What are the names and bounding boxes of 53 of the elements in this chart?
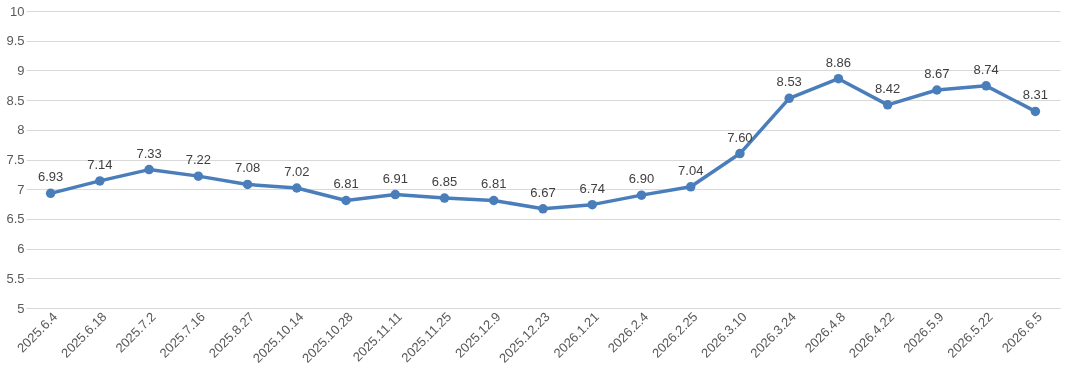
point: [1030, 106, 1041, 117]
data-label: 7.22: [185, 152, 211, 168]
y-tick-label: 8.5: [6, 92, 25, 108]
data-label: 8.74: [973, 61, 999, 77]
y-tick-label: 9: [17, 62, 25, 78]
data-label: 6.81: [333, 176, 359, 192]
point: [45, 188, 56, 199]
point: [636, 190, 647, 200]
data-label: 8.42: [875, 80, 901, 96]
point: [784, 93, 794, 104]
y-tick-label: 7: [17, 181, 25, 197]
y-tick-label: 9.5: [6, 33, 25, 49]
data-label: 8.53: [776, 74, 802, 90]
data-label: 7.04: [678, 162, 704, 178]
data-label: 6.67: [530, 184, 556, 200]
data-label: 7.08: [234, 160, 261, 176]
data-label: 7.60: [727, 129, 753, 145]
point: [439, 193, 450, 203]
point: [292, 183, 302, 193]
point: [932, 85, 942, 95]
data-label: 7.02: [284, 164, 310, 180]
point: [242, 179, 253, 190]
data-label: 6.81: [481, 176, 507, 192]
y-tick-label: 8: [17, 122, 25, 138]
point: [685, 182, 696, 192]
y-tick-label: 10: [10, 3, 25, 19]
point: [489, 195, 499, 206]
y-tick-label: 5.5: [6, 270, 25, 286]
data-label: 6.93: [37, 169, 64, 185]
point: [981, 81, 991, 91]
data-label: 8.31: [1022, 87, 1049, 103]
point: [390, 189, 401, 200]
point: [882, 100, 893, 110]
data-label: 8.86: [825, 54, 852, 70]
y-tick-label: 7.5: [6, 152, 25, 167]
point: [538, 204, 548, 214]
y-tick-label: 6: [17, 241, 25, 257]
data-label: 7.33: [136, 145, 162, 161]
point: [95, 176, 105, 186]
point: [144, 164, 154, 175]
data-label: 6.74: [579, 180, 605, 196]
point: [341, 195, 351, 206]
data-label: 6.91: [382, 170, 408, 186]
data-label: 6.90: [628, 171, 655, 187]
point: [833, 73, 844, 84]
point: [735, 148, 745, 159]
y-tick-label: 6.5: [6, 211, 25, 227]
point: [587, 199, 597, 210]
y-tick-label: 5: [17, 300, 25, 316]
point: [193, 171, 204, 181]
data-label: 8.67: [924, 66, 950, 81]
data-label: 6.85: [431, 174, 458, 190]
data-label: 7.14: [87, 156, 113, 172]
